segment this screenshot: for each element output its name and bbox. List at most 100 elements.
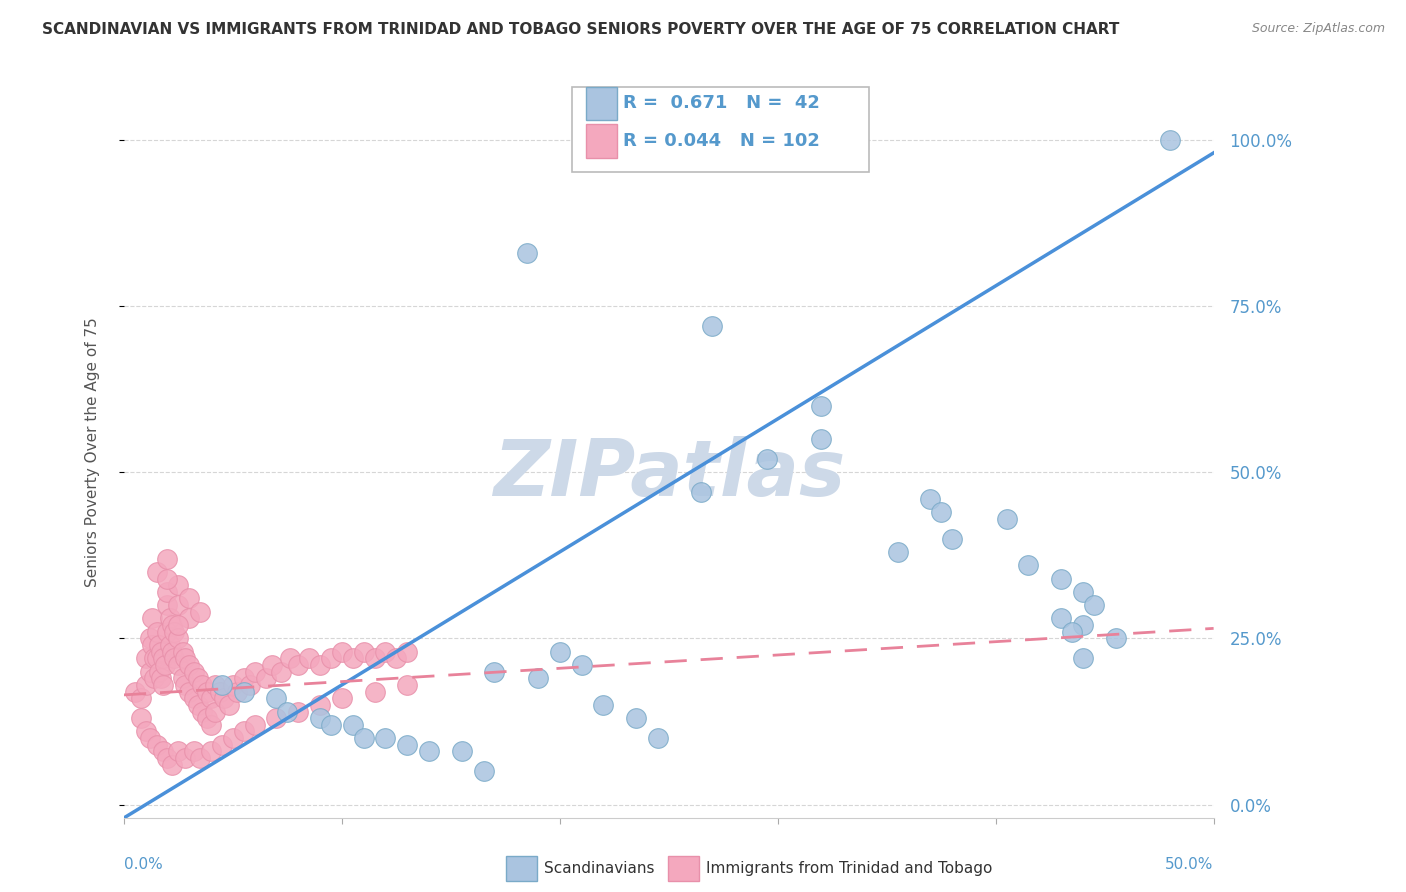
Point — [163, 651, 186, 665]
Point — [124, 684, 146, 698]
Point — [1071, 651, 1094, 665]
Point — [396, 738, 419, 752]
Point — [135, 678, 157, 692]
Point — [191, 678, 214, 692]
Point — [270, 665, 292, 679]
Point — [156, 572, 179, 586]
Point — [159, 611, 181, 625]
Point — [156, 624, 179, 639]
Point — [592, 698, 614, 712]
Point — [143, 671, 166, 685]
Point — [342, 651, 364, 665]
Point — [167, 657, 190, 672]
Point — [131, 691, 153, 706]
Point — [145, 624, 167, 639]
Point — [319, 718, 342, 732]
Point — [152, 744, 174, 758]
Point — [187, 698, 209, 712]
Point — [222, 678, 245, 692]
Point — [374, 645, 396, 659]
Point — [243, 718, 266, 732]
Point — [152, 651, 174, 665]
Point — [160, 757, 183, 772]
Point — [920, 491, 942, 506]
Point — [167, 618, 190, 632]
Point — [385, 651, 408, 665]
Point — [810, 432, 832, 446]
Point — [156, 598, 179, 612]
Point — [163, 624, 186, 639]
Point — [418, 744, 440, 758]
Point — [167, 598, 190, 612]
Text: R =  0.671   N =  42: R = 0.671 N = 42 — [623, 94, 820, 112]
Point — [183, 744, 205, 758]
Point — [1071, 584, 1094, 599]
Point — [396, 645, 419, 659]
Point — [131, 711, 153, 725]
Point — [363, 651, 385, 665]
Point — [353, 645, 375, 659]
Point — [218, 698, 240, 712]
Point — [174, 678, 197, 692]
Point — [1159, 132, 1181, 146]
Point — [179, 657, 201, 672]
Text: SCANDINAVIAN VS IMMIGRANTS FROM TRINIDAD AND TOBAGO SENIORS POVERTY OVER THE AGE: SCANDINAVIAN VS IMMIGRANTS FROM TRINIDAD… — [42, 22, 1119, 37]
Text: Immigrants from Trinidad and Tobago: Immigrants from Trinidad and Tobago — [706, 862, 993, 876]
Point — [195, 711, 218, 725]
Point — [148, 638, 170, 652]
Point — [624, 711, 647, 725]
Point — [755, 451, 778, 466]
Point — [232, 684, 254, 698]
Point — [174, 651, 197, 665]
Point — [159, 638, 181, 652]
Point — [342, 718, 364, 732]
Point — [450, 744, 472, 758]
Point — [309, 657, 332, 672]
Point — [309, 711, 332, 725]
Point — [145, 738, 167, 752]
Point — [141, 638, 163, 652]
Point — [160, 618, 183, 632]
Point — [266, 691, 288, 706]
Point — [363, 684, 385, 698]
Point — [1083, 598, 1105, 612]
Point — [179, 591, 201, 606]
Point — [167, 578, 190, 592]
Point — [145, 565, 167, 579]
Text: Scandinavians: Scandinavians — [544, 862, 655, 876]
Point — [145, 651, 167, 665]
Point — [1060, 624, 1083, 639]
Point — [149, 671, 172, 685]
Point — [266, 711, 288, 725]
Point — [200, 718, 222, 732]
Point — [152, 678, 174, 692]
Text: 0.0%: 0.0% — [124, 857, 163, 872]
Point — [702, 318, 724, 333]
Point — [195, 684, 218, 698]
Point — [208, 684, 231, 698]
Point — [156, 584, 179, 599]
Point — [139, 632, 162, 646]
Point — [179, 611, 201, 625]
Point — [172, 671, 194, 685]
Point — [262, 657, 284, 672]
Point — [287, 657, 309, 672]
Point — [139, 665, 162, 679]
Point — [156, 751, 179, 765]
Text: R = 0.044   N = 102: R = 0.044 N = 102 — [623, 132, 820, 150]
Point — [204, 678, 226, 692]
Point — [160, 645, 183, 659]
Point — [156, 551, 179, 566]
Point — [183, 691, 205, 706]
Point — [149, 645, 172, 659]
Point — [211, 678, 233, 692]
Point — [139, 731, 162, 745]
Point — [141, 611, 163, 625]
Point — [191, 705, 214, 719]
Point — [647, 731, 669, 745]
Point — [810, 399, 832, 413]
Point — [232, 671, 254, 685]
Point — [135, 724, 157, 739]
Point — [1050, 611, 1073, 625]
Y-axis label: Seniors Poverty Over the Age of 75: Seniors Poverty Over the Age of 75 — [86, 318, 100, 587]
